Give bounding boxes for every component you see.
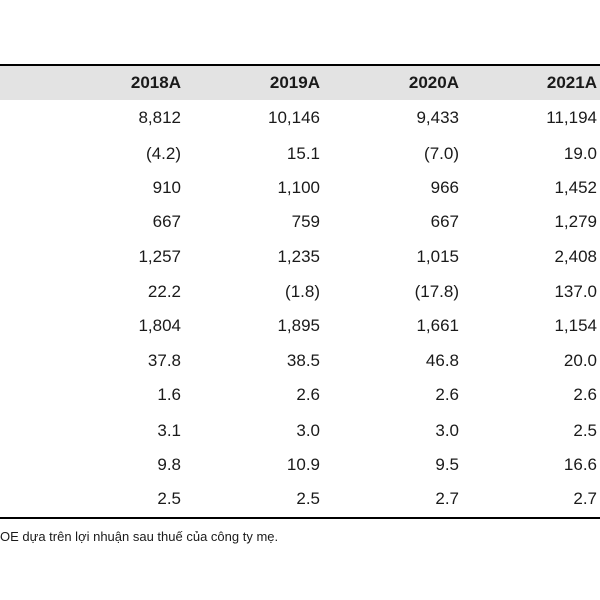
- header-2020a: 2020A: [408, 73, 459, 92]
- table-cell: 137.0: [554, 282, 597, 301]
- table-cell: 966: [430, 178, 459, 197]
- table-cell: 1.6: [157, 385, 181, 404]
- table-cell: 2.5: [296, 489, 320, 508]
- table-cell: 3.0: [435, 421, 459, 440]
- table-cell: 1,804: [138, 316, 181, 335]
- table-cell: 9.5: [435, 455, 459, 474]
- table-top-rule: [0, 64, 600, 66]
- table-cell: 2.6: [573, 385, 597, 404]
- table-cell: 2.6: [435, 385, 459, 404]
- table-cell: 2.5: [157, 489, 181, 508]
- table-cell: 46.8: [425, 351, 459, 370]
- footnote: OE dựa trên lợi nhuận sau thuế của công …: [0, 529, 279, 544]
- table-cell: (17.8): [414, 282, 459, 301]
- header-2018a: 2018A: [130, 73, 181, 92]
- table-cell: 9.8: [157, 455, 181, 474]
- table-cell: 1,100: [277, 178, 320, 197]
- table-cell: 2.7: [435, 489, 459, 508]
- table-cell: 1,257: [138, 247, 181, 266]
- table-cell: 3.0: [296, 421, 320, 440]
- table-cell: 1,279: [554, 212, 597, 231]
- header-2019a: 2019A: [269, 73, 320, 92]
- table-cell: 37.8: [147, 351, 181, 370]
- table-cell: 759: [291, 212, 320, 231]
- table-cell: 1,015: [416, 247, 459, 266]
- table-cell: 8,812: [138, 108, 181, 127]
- table-cell: 1,154: [554, 316, 597, 335]
- table-cell: 38.5: [286, 351, 320, 370]
- table-cell: 16.6: [563, 455, 597, 474]
- table-cell: 11,194: [546, 108, 597, 127]
- table-cell: 1,895: [277, 316, 320, 335]
- table-cell: 2.7: [573, 489, 597, 508]
- table-cell: 667: [152, 212, 181, 231]
- table-cell: 3.1: [157, 421, 181, 440]
- header-2021a: 2021A: [546, 73, 597, 92]
- table-cell: 9,433: [416, 108, 459, 127]
- table-cell: 1,661: [416, 316, 459, 335]
- table-bottom-rule: [0, 517, 600, 519]
- table-cell: 2.6: [296, 385, 320, 404]
- table-cell: (4.2): [146, 144, 181, 163]
- table-cell: 19.0: [563, 144, 597, 163]
- table-cell: 2.5: [573, 421, 597, 440]
- table-cell: 22.2: [147, 282, 181, 301]
- table-cell: 1,235: [277, 247, 320, 266]
- table-cell: 2,408: [554, 247, 597, 266]
- table-cell: 910: [152, 178, 181, 197]
- table-cell: 667: [430, 212, 459, 231]
- table-header-band: [0, 66, 600, 100]
- table-cell: (1.8): [285, 282, 320, 301]
- table-cell: (7.0): [424, 144, 459, 163]
- table-cell: 20.0: [563, 351, 597, 370]
- table-cell: 10,146: [268, 108, 320, 127]
- table-cell: 15.1: [286, 144, 320, 163]
- table-cell: 10.9: [286, 455, 320, 474]
- table-cell: 1,452: [554, 178, 597, 197]
